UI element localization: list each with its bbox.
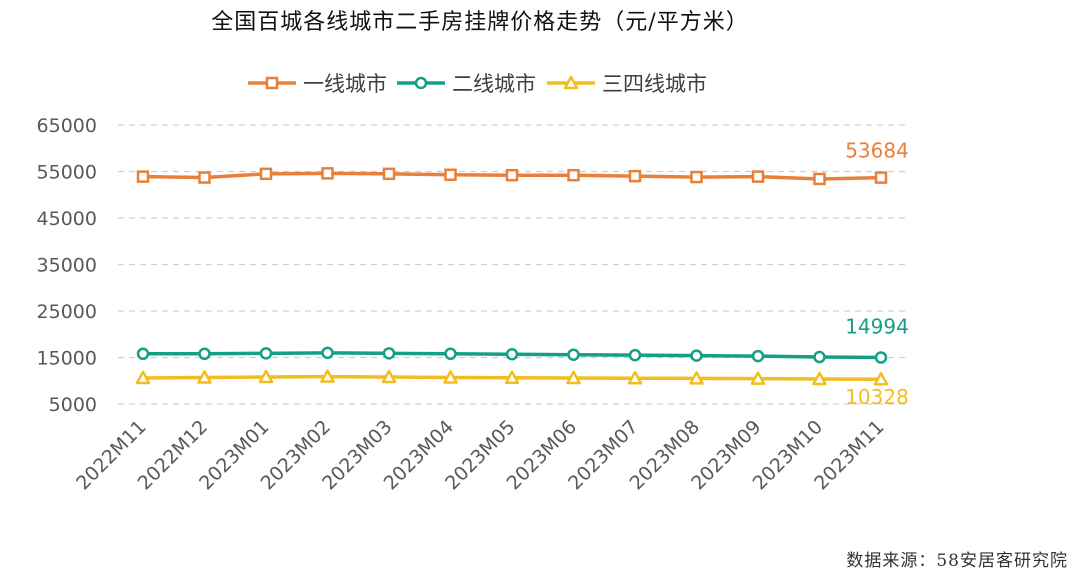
source-note: 数据来源：58安居客研究院 bbox=[846, 551, 1068, 571]
legend-label: 一线城市 bbox=[303, 72, 387, 96]
legend-item: 三四线城市 bbox=[547, 72, 707, 96]
square-marker bbox=[567, 168, 580, 182]
series-3: 10328 bbox=[135, 369, 909, 409]
circle-marker bbox=[751, 349, 765, 363]
end-value-label: 14994 bbox=[845, 315, 909, 339]
square-marker bbox=[259, 167, 273, 181]
series-1: 53684 bbox=[136, 139, 909, 186]
circle-marker bbox=[321, 346, 334, 360]
y-tick-label: 15000 bbox=[37, 348, 97, 370]
square-marker bbox=[136, 170, 150, 183]
triangle-marker bbox=[381, 369, 397, 384]
y-tick-label: 55000 bbox=[37, 162, 97, 184]
triangle-marker bbox=[258, 369, 274, 384]
legend-label: 二线城市 bbox=[452, 72, 536, 96]
circle-marker bbox=[414, 76, 428, 90]
y-tick-label: 35000 bbox=[37, 255, 97, 277]
circle-marker bbox=[505, 347, 519, 361]
square-marker bbox=[751, 170, 765, 183]
square-marker bbox=[444, 168, 457, 182]
square-marker bbox=[382, 167, 396, 181]
x-axis-ticks: 2022M112022M122023M012023M022023M032023M… bbox=[72, 416, 888, 494]
circle-marker bbox=[444, 347, 457, 361]
circle-marker bbox=[259, 347, 273, 360]
chart-title: 全国百城各线城市二手房挂牌价格走势（元/平方米） bbox=[211, 10, 749, 35]
y-tick-label: 45000 bbox=[37, 208, 97, 230]
end-value-label: 53684 bbox=[845, 139, 909, 163]
triangle-marker bbox=[873, 371, 889, 386]
triangle-marker bbox=[504, 370, 520, 384]
circle-marker bbox=[136, 347, 150, 361]
series-2: 14994 bbox=[136, 315, 909, 364]
triangle-marker bbox=[750, 371, 766, 385]
circle-marker bbox=[874, 351, 888, 364]
legend: 一线城市 二线城市 三四线城市 bbox=[248, 72, 707, 96]
legend-item: 二线城市 bbox=[397, 72, 536, 96]
y-tick-label: 65000 bbox=[37, 115, 97, 137]
circle-marker bbox=[382, 347, 396, 360]
square-marker bbox=[813, 172, 826, 186]
square-marker bbox=[321, 167, 334, 180]
triangle-marker bbox=[443, 370, 458, 384]
triangle-marker bbox=[563, 75, 579, 90]
triangle-marker bbox=[135, 370, 151, 385]
square-marker bbox=[874, 171, 888, 184]
circle-marker bbox=[690, 349, 703, 362]
square-marker bbox=[198, 171, 211, 184]
triangle-marker bbox=[689, 371, 704, 385]
legend-label: 三四线城市 bbox=[602, 72, 707, 96]
triangle-marker bbox=[812, 371, 827, 386]
square-marker bbox=[265, 76, 279, 90]
square-marker bbox=[690, 170, 703, 184]
square-marker bbox=[628, 169, 642, 183]
legend-item: 一线城市 bbox=[248, 72, 387, 96]
gridlines bbox=[118, 124, 910, 405]
series-lines: 53684 14994 10328 bbox=[135, 139, 909, 409]
circle-marker bbox=[628, 348, 642, 362]
triangle-marker bbox=[197, 370, 212, 384]
triangle-marker bbox=[566, 370, 581, 385]
end-value-label: 10328 bbox=[845, 385, 909, 409]
y-axis-ticks: 5000 15000 25000 35000 45000 55000 65000 bbox=[37, 115, 97, 416]
circle-marker bbox=[198, 347, 211, 361]
circle-marker bbox=[813, 350, 826, 364]
triangle-marker bbox=[627, 370, 643, 385]
y-tick-label: 5000 bbox=[49, 394, 97, 416]
square-marker bbox=[505, 168, 519, 182]
triangle-marker bbox=[320, 369, 335, 383]
y-tick-label: 25000 bbox=[37, 301, 97, 323]
circle-marker bbox=[567, 348, 580, 361]
